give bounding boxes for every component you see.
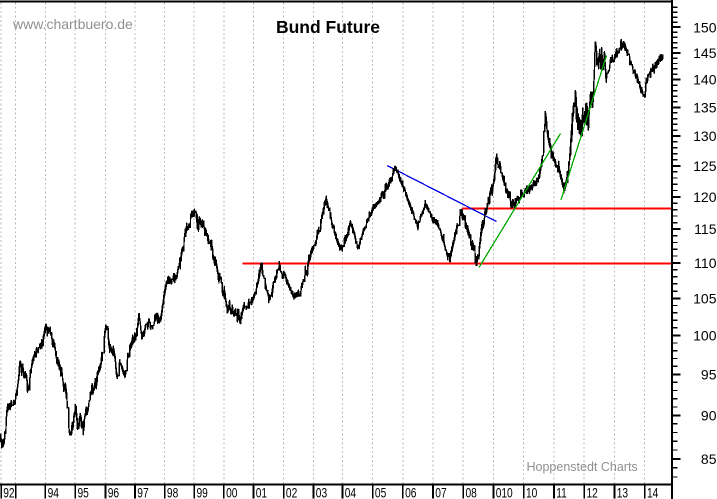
svg-text:135: 135	[693, 99, 717, 115]
svg-text:08: 08	[466, 485, 478, 499]
svg-text:97: 97	[137, 485, 149, 499]
svg-text:90: 90	[701, 408, 717, 424]
svg-text:120: 120	[693, 189, 717, 205]
svg-text:04: 04	[345, 485, 357, 499]
svg-text:140: 140	[693, 72, 717, 88]
svg-text:06: 06	[405, 485, 417, 499]
svg-text:01: 01	[256, 485, 268, 499]
svg-text:10: 10	[526, 485, 538, 499]
svg-text:115: 115	[694, 221, 717, 237]
svg-text:07: 07	[435, 485, 447, 499]
svg-text:02: 02	[286, 485, 298, 499]
svg-text:12: 12	[587, 485, 599, 499]
svg-text:94: 94	[48, 485, 60, 499]
svg-text:14: 14	[647, 485, 659, 499]
svg-text:100: 100	[693, 328, 717, 344]
svg-text:98: 98	[167, 485, 179, 499]
svg-text:92: 92	[3, 485, 15, 499]
svg-text:85: 85	[701, 451, 717, 467]
svg-text:03: 03	[316, 485, 328, 499]
svg-text:105: 105	[693, 290, 717, 306]
svg-text:05: 05	[375, 485, 387, 499]
svg-text:00: 00	[226, 485, 238, 499]
svg-text:Bund Future: Bund Future	[276, 17, 380, 37]
svg-text:95: 95	[701, 366, 717, 382]
svg-text:95: 95	[78, 485, 90, 499]
svg-text:110: 110	[694, 255, 717, 271]
svg-text:125: 125	[693, 158, 717, 174]
svg-text:www.chartbuero.de: www.chartbuero.de	[12, 16, 133, 32]
svg-text:145: 145	[693, 45, 717, 61]
svg-text:Hoppenstedt Charts: Hoppenstedt Charts	[527, 460, 638, 474]
svg-text:010: 010	[496, 485, 513, 499]
svg-text:13: 13	[617, 485, 629, 499]
svg-text:99: 99	[197, 485, 209, 499]
svg-text:150: 150	[693, 19, 717, 35]
svg-text:96: 96	[108, 485, 120, 499]
svg-text:11: 11	[556, 485, 567, 499]
svg-text:130: 130	[693, 128, 717, 144]
